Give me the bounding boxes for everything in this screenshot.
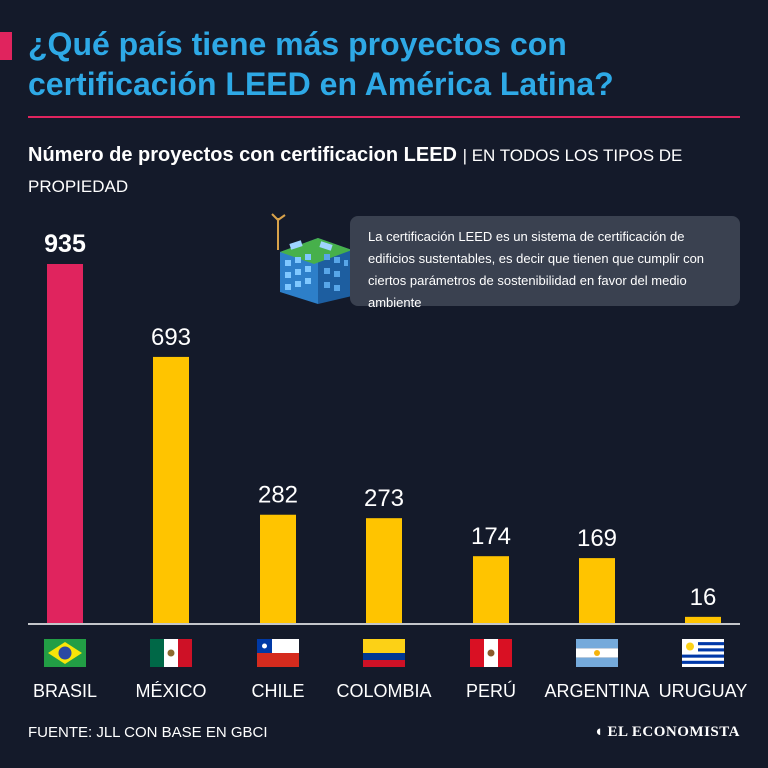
bar-uruguay bbox=[685, 616, 721, 623]
callout-box: La certificación LEED es un sistema de c… bbox=[350, 216, 740, 310]
data-label: 282 bbox=[258, 482, 298, 509]
bar-colombia bbox=[366, 518, 402, 623]
subtitle-main: Número de proyectos con certificacion LE… bbox=[28, 144, 457, 166]
colombia-flag-icon bbox=[363, 639, 405, 667]
category-label: PERÚ bbox=[466, 680, 516, 701]
chile-flag-icon bbox=[257, 639, 299, 667]
category-label: URUGUAY bbox=[659, 681, 748, 701]
category-label: CHILE bbox=[251, 681, 304, 701]
info-callout: La certificación LEED es un sistema de c… bbox=[270, 212, 740, 310]
page-title: ¿Qué país tiene más proyectos con certif… bbox=[28, 26, 614, 102]
brazil-flag-icon bbox=[44, 639, 86, 667]
logo-mark-icon: ◖ bbox=[593, 724, 604, 740]
category-label: COLOMBIA bbox=[336, 681, 431, 701]
peru-flag-icon bbox=[470, 639, 512, 667]
subtitle-qualifier: | EN TODOS LOS TIPOS DE PROPIEDAD bbox=[28, 146, 683, 196]
category-label: ARGENTINA bbox=[544, 681, 649, 701]
category-label: BRASIL bbox=[33, 681, 97, 701]
callout-text: La certificación LEED es un sistema de c… bbox=[368, 229, 705, 310]
data-label: 16 bbox=[690, 584, 717, 611]
category-label: MÉXICO bbox=[135, 681, 206, 701]
logo-text: EL ECONOMISTA bbox=[607, 724, 740, 740]
bar-chile bbox=[260, 514, 296, 623]
bar-argentina bbox=[579, 558, 615, 623]
data-label: 273 bbox=[364, 485, 404, 512]
title-divider bbox=[28, 116, 740, 118]
data-label: 693 bbox=[151, 324, 191, 351]
uruguay-flag-icon bbox=[682, 639, 724, 667]
bar-brasil bbox=[47, 264, 83, 623]
mexico-flag-icon bbox=[150, 639, 192, 667]
argentina-flag-icon bbox=[576, 639, 618, 667]
title-accent-bar bbox=[0, 32, 12, 60]
bar-perú bbox=[473, 556, 509, 623]
source-note: FUENTE: JLL CON BASE EN GBCI bbox=[28, 724, 268, 741]
publisher-logo: ◖ EL ECONOMISTA bbox=[594, 724, 740, 741]
chart-subtitle: Número de proyectos con certificacion LE… bbox=[28, 140, 740, 202]
bar-méxico bbox=[153, 356, 189, 623]
data-label: 169 bbox=[577, 525, 617, 552]
data-label: 935 bbox=[44, 230, 86, 258]
data-label: 174 bbox=[471, 523, 511, 550]
